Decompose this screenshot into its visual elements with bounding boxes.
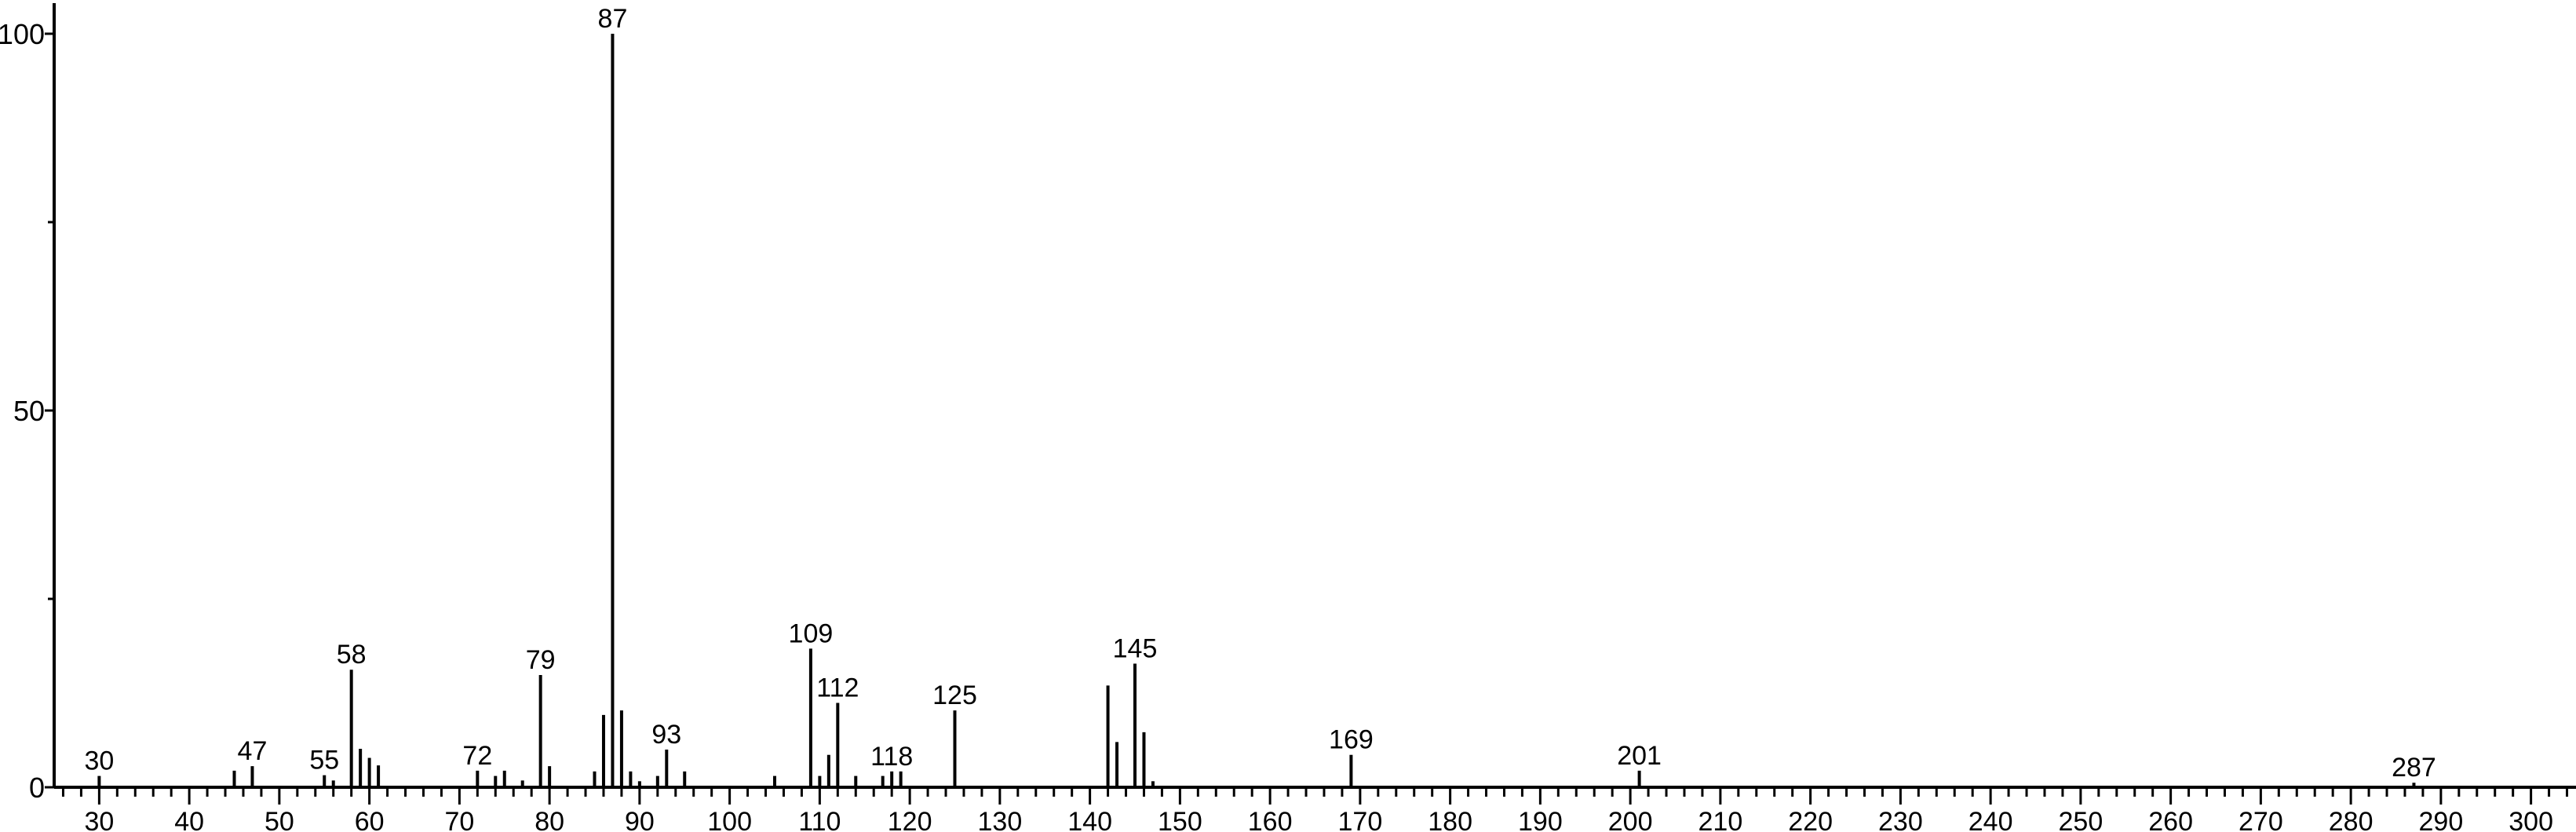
x-tick-label: 230 — [1878, 807, 1923, 832]
peak-label: 93 — [651, 720, 681, 750]
peak-label: 47 — [238, 736, 268, 766]
x-tick-label: 250 — [2059, 807, 2103, 832]
peak-label: 109 — [789, 619, 834, 648]
x-tick-label: 90 — [625, 807, 655, 832]
y-tick-label: 50 — [13, 395, 45, 427]
x-tick-label: 160 — [1248, 807, 1293, 832]
y-axis: 0 50 100 — [0, 3, 56, 804]
x-tick-label: 50 — [265, 807, 294, 832]
x-tick-label: 220 — [1788, 807, 1833, 832]
x-tick-label: 270 — [2238, 807, 2283, 832]
x-tick-label: 80 — [535, 807, 564, 832]
peak-label: 125 — [932, 681, 977, 710]
peak-label: 72 — [462, 741, 492, 771]
x-tick-label: 30 — [84, 807, 114, 832]
x-tick-label: 100 — [707, 807, 752, 832]
x-tick-label: 200 — [1608, 807, 1653, 832]
x-tick-label: 150 — [1158, 807, 1202, 832]
x-tick-label: 280 — [2329, 807, 2373, 832]
peaks-group — [97, 34, 2416, 787]
peak-label: 201 — [1617, 741, 1662, 771]
x-tick-label: 210 — [1698, 807, 1743, 832]
peak-label: 58 — [337, 640, 367, 670]
peak-label: 79 — [526, 645, 556, 675]
x-tick-label: 260 — [2148, 807, 2193, 832]
x-tick-label: 290 — [2419, 807, 2464, 832]
peak-label: 169 — [1329, 725, 1374, 755]
x-tick-label: 140 — [1067, 807, 1112, 832]
peak-label: 118 — [870, 742, 913, 772]
x-axis: 30 40 50 60 70 80 90 100 110 120 130 140 150 160 170 18… — [54, 786, 2576, 832]
x-tick-label: 130 — [978, 807, 1023, 832]
x-tick-label: 120 — [888, 807, 932, 832]
x-tick-label: 190 — [1518, 807, 1563, 832]
y-tick-label: 100 — [0, 18, 45, 50]
peak-label: 287 — [2392, 753, 2436, 783]
peak-labels-group: 30 47 55 58 72 79 87 93 109 112 118 125 145 169 201 287 — [84, 4, 2436, 783]
x-tick-label: 110 — [798, 807, 841, 832]
x-tick-label: 70 — [444, 807, 474, 832]
y-tick-label: 0 — [29, 772, 45, 804]
peak-label: 87 — [598, 4, 628, 34]
peak-label: 112 — [816, 673, 859, 702]
x-tick-label: 240 — [1968, 807, 2013, 832]
peak-label: 30 — [84, 746, 114, 776]
peak-label: 145 — [1113, 634, 1158, 664]
peak-label: 55 — [309, 746, 339, 775]
x-tick-label: 40 — [174, 807, 204, 832]
x-tick-label: 60 — [355, 807, 385, 832]
x-tick-label: 300 — [2508, 807, 2553, 832]
x-tick-label: 180 — [1428, 807, 1472, 832]
x-tick-label: 170 — [1338, 807, 1383, 832]
